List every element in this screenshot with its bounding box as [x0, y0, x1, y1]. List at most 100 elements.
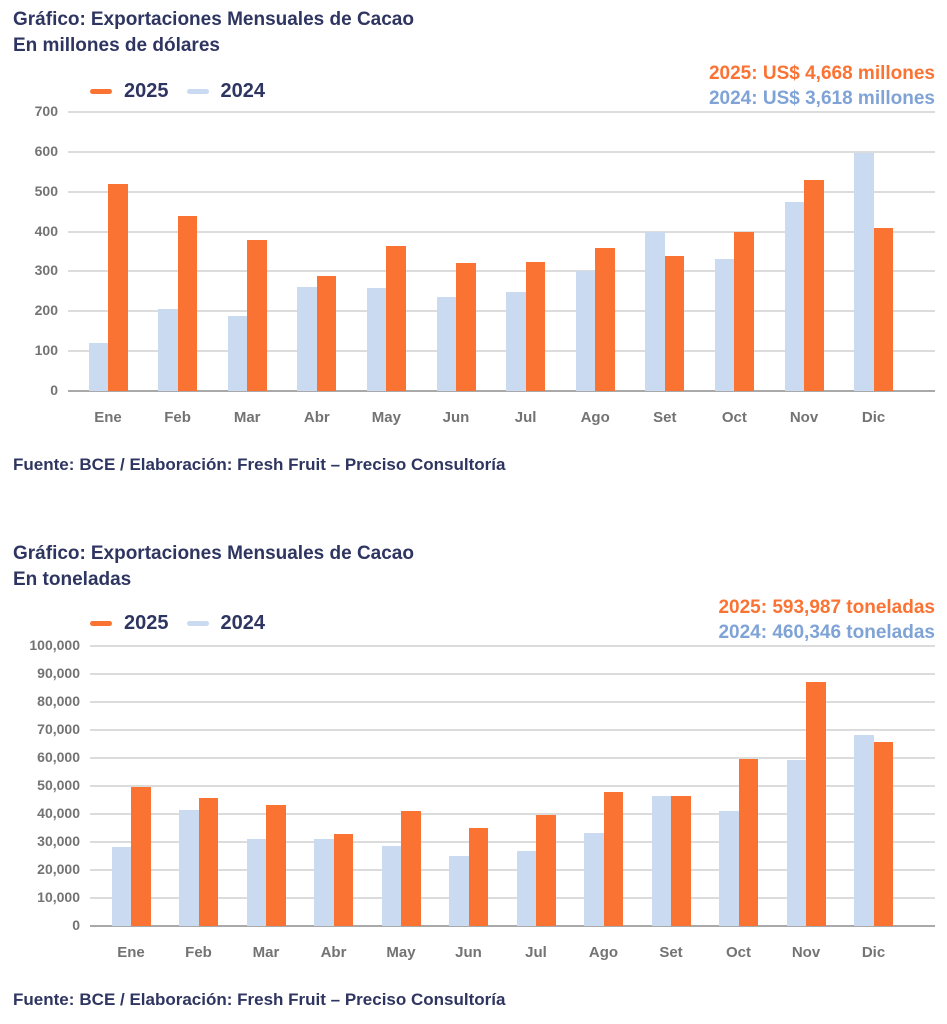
gridline [68, 111, 935, 113]
source-text: BCE / Elaboración: Fresh Fruit – Preciso… [79, 990, 506, 1009]
annotation-2025: 2025: 593,987 toneladas [718, 597, 935, 618]
bar-2025-mar [266, 804, 286, 926]
source-text: BCE / Elaboración: Fresh Fruit – Preciso… [79, 455, 506, 474]
gridline [90, 925, 935, 927]
bar-2025-feb [177, 216, 198, 391]
annotation-2025: 2025: US$ 4,668 millones [708, 63, 935, 84]
source-prefix: Fuente: [13, 990, 75, 1009]
gridline [90, 869, 935, 871]
x-axis-label: Feb [185, 944, 212, 961]
y-axis-tick-label: 700 [34, 103, 58, 119]
bar-2025-ene [108, 183, 128, 391]
chart-subtitle: En millones de dólares [13, 35, 220, 56]
gridline [68, 190, 935, 193]
gridline [90, 813, 935, 815]
gridline [90, 897, 935, 899]
bar-2025-may [386, 246, 406, 391]
gridline [68, 230, 935, 233]
gridline [68, 270, 935, 273]
bar-2025-abr [316, 276, 337, 391]
x-axis-label: Jun [442, 409, 470, 426]
bar-2025-ene [131, 786, 151, 926]
y-axis-tick-label: 100 [34, 342, 58, 359]
chart-title-prefix: Gráfico: [13, 543, 86, 564]
bar-2024-may [366, 288, 387, 391]
source-line: Fuente: BCE / Elaboración: Fresh Fruit – … [13, 455, 505, 475]
x-axis-label: May [386, 944, 416, 961]
bar-2024-oct [714, 258, 735, 391]
y-axis-tick-label: 90,000 [37, 665, 80, 681]
bar-2025-nov [804, 179, 824, 391]
bar-2024-jun [436, 297, 456, 391]
bar-2024-nov [784, 202, 804, 391]
x-axis-label: Jul [514, 409, 537, 426]
bar-2024-ene [111, 847, 131, 926]
bar-2024-feb [158, 309, 178, 391]
chart-title: Gráfico: Exportaciones Mensuales de Cacao… [13, 7, 414, 59]
x-axis-label: Ene [117, 944, 145, 961]
y-axis-tick-label: 100,000 [29, 637, 80, 653]
legend: 2025 2024 [90, 79, 283, 103]
gridline [68, 390, 935, 392]
x-axis-label: Jun [455, 944, 482, 961]
bar-2024-ago [575, 271, 596, 391]
y-axis-tick-label: 50,000 [37, 777, 80, 793]
chart-subtitle: En toneladas [13, 569, 132, 590]
bar-2024-feb [179, 809, 199, 926]
totals-annotation: 2025: US$ 4,668 millones 2024: US$ 3,618… [709, 61, 935, 111]
gridline [68, 310, 935, 313]
x-axis-label: Abr [320, 944, 347, 961]
bar-2025-nov [806, 681, 826, 926]
gridline [90, 701, 935, 703]
legend-dash-2024-icon [186, 88, 209, 94]
bar-2024-abr [297, 286, 317, 391]
legend-label-2025: 2025 [124, 79, 169, 102]
chart-title: Gráfico: Exportaciones Mensuales de Cacao… [13, 541, 414, 593]
totals-annotation: 2025: 593,987 toneladas 2024: 460,346 to… [718, 595, 935, 645]
y-axis-tick-label: 300 [34, 262, 58, 279]
x-axis-label: Oct [721, 409, 747, 426]
bar-2025-jun [456, 262, 476, 391]
bar-2024-abr [314, 839, 334, 926]
x-axis-label: Feb [164, 409, 191, 426]
gridline [90, 757, 935, 759]
y-axis-tick-label: 400 [34, 222, 58, 239]
bar-2024-set [645, 231, 665, 391]
legend-label-2024: 2024 [220, 611, 266, 634]
bar-2025-jun [468, 827, 488, 926]
y-axis-tick-label: 30,000 [37, 833, 80, 849]
y-axis-tick-label: 60,000 [37, 749, 80, 765]
annotation-2024: 2024: 460,346 toneladas [718, 622, 935, 643]
y-axis-tick-label: 600 [34, 142, 58, 159]
legend-label-2025: 2025 [124, 611, 169, 634]
chart-title-prefix: Gráfico: [13, 9, 86, 30]
y-axis-tick-label: 40,000 [37, 805, 80, 821]
x-axis-label: May [371, 409, 401, 426]
y-axis-tick-label: 80,000 [37, 693, 80, 709]
bar-2024-ene [88, 343, 108, 391]
legend-dash-2025-icon [90, 620, 112, 626]
gridline [90, 785, 935, 787]
bar-2024-dic [854, 735, 874, 926]
bar-2024-nov [786, 759, 806, 926]
bar-2024-dic [854, 153, 874, 391]
bar-2025-set [671, 795, 691, 926]
x-axis-label: Dic [861, 944, 886, 961]
source-prefix: Fuente: [13, 455, 75, 474]
gridline [90, 645, 935, 647]
bar-2025-may [401, 811, 421, 926]
bar-2025-dic [873, 227, 894, 391]
legend-label-2024: 2024 [220, 79, 266, 102]
x-axis-label: Dic [861, 409, 886, 426]
x-axis-label: Abr [303, 409, 330, 426]
annotation-2024: 2024: US$ 3,618 millones [708, 88, 935, 109]
gridline [68, 350, 935, 353]
source-line: Fuente: BCE / Elaboración: Fresh Fruit – … [13, 990, 505, 1010]
bar-2024-jun [449, 856, 469, 926]
legend: 2025 2024 [90, 611, 283, 635]
x-axis-label: Set [659, 944, 683, 961]
y-axis-tick-label: 10,000 [37, 889, 80, 905]
x-axis-label: Ago [580, 409, 610, 426]
bar-2025-ago [603, 792, 623, 926]
bar-2024-jul [506, 292, 526, 391]
